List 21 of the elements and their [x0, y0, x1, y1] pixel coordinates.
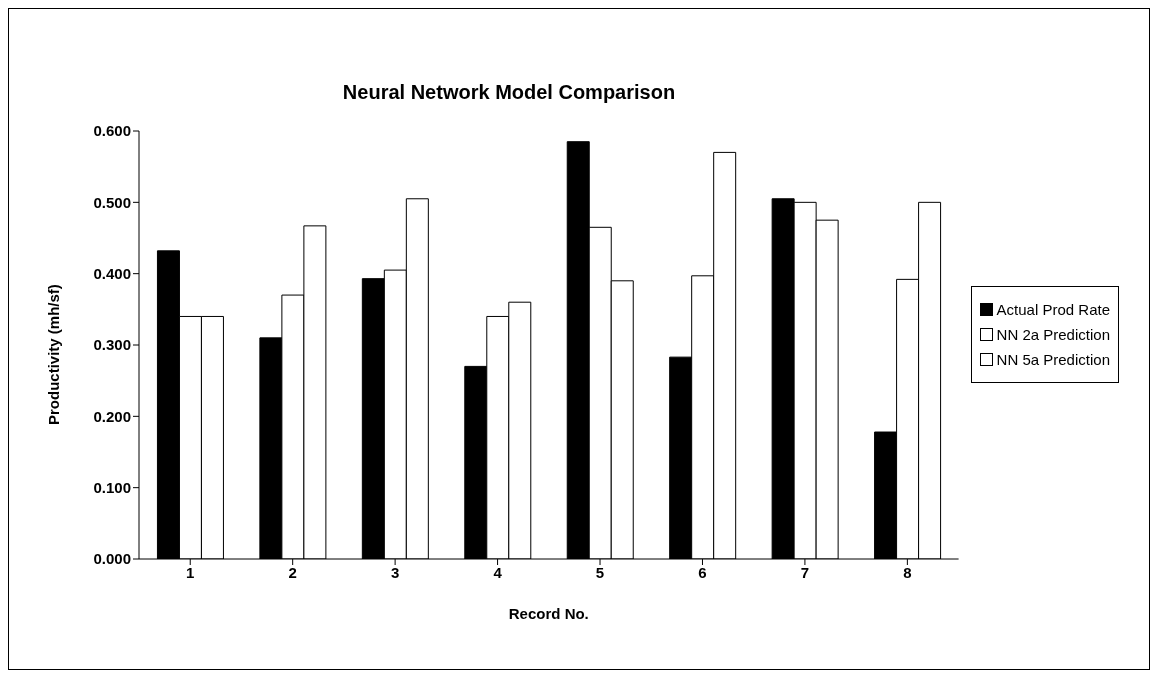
y-tick-label: 0.200 [93, 407, 131, 425]
x-tick-label: 7 [800, 563, 810, 581]
legend-label: NN 5a Prediction [996, 350, 1110, 368]
x-tick-label: 3 [390, 563, 400, 581]
y-axis-title: Productivity (mh/sf) [45, 284, 63, 425]
x-tick-label: 1 [186, 563, 195, 581]
y-tick-label: 0.100 [93, 478, 131, 496]
x-tick-label: 6 [698, 563, 707, 581]
y-tick-label: 0.500 [93, 193, 131, 211]
x-tick-label: 4 [493, 563, 503, 581]
y-tick-label: 0.300 [93, 336, 131, 354]
y-tick-label: 0.600 [93, 122, 131, 140]
legend-label: Actual Prod Rate [996, 300, 1110, 318]
chart-title: Neural Network Model Comparison [341, 81, 677, 104]
x-tick-label: 8 [903, 563, 912, 581]
y-tick-label: 0.400 [93, 264, 131, 282]
x-axis-title: Record No. [508, 605, 589, 622]
x-tick-label: 2 [288, 563, 297, 581]
x-tick-label: 5 [595, 563, 605, 581]
y-tick-label: 0.000 [93, 550, 131, 568]
legend-label: NN 2a Prediction [996, 325, 1110, 343]
